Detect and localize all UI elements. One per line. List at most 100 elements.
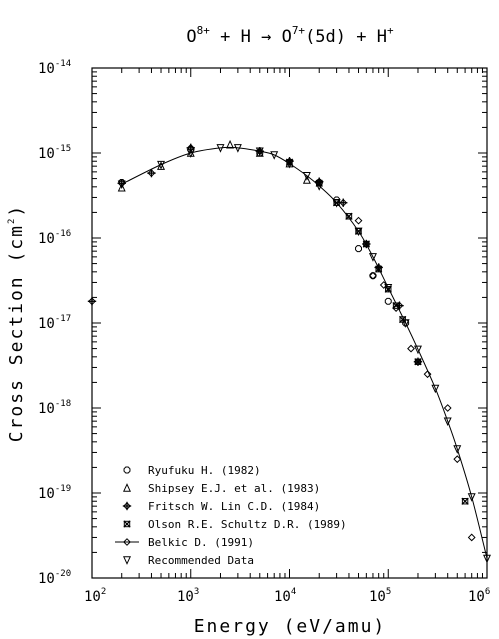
- legend-label-shipsey: Shipsey E.J. et al. (1983): [148, 482, 320, 495]
- triangle-down-data-point: [401, 319, 410, 328]
- legend-label-recommended: Recommended Data: [148, 554, 254, 567]
- y-axis-label: Cross Section (cm2): [6, 204, 27, 443]
- diamond-data-point: [392, 304, 400, 312]
- box-shape: [461, 498, 469, 505]
- x-line-b: [123, 520, 131, 528]
- y-tick-label-1e-20: 10-20: [38, 569, 71, 587]
- legend-item-recommended: Recommended Data: [115, 541, 254, 567]
- triangle-up-legend-marker: [123, 483, 131, 492]
- x-line-b: [375, 265, 383, 273]
- series-3-points: [285, 158, 469, 505]
- octagon-data-point: [369, 272, 377, 280]
- triangle-down-data-point: [157, 160, 166, 170]
- x-tick-label-1e3: 103: [177, 587, 199, 605]
- x-box-data-point: [362, 240, 370, 248]
- triangle-up-data-point: [117, 182, 126, 192]
- y-tick-label-1e-19: 10-19: [38, 484, 71, 502]
- x-line-b: [362, 240, 370, 248]
- legend-item-belkic: Belkic D. (1991): [123, 536, 254, 549]
- series-4-points: [354, 216, 476, 542]
- triangle-down-legend-marker: [123, 556, 131, 565]
- series-5-points: [117, 144, 491, 564]
- triangle-down-data-point: [443, 417, 452, 427]
- plus-diamond-data-point: [147, 168, 156, 178]
- plus-diamond-data-point: [117, 179, 126, 188]
- x-axis-label: Energy (eV/amu): [194, 616, 387, 637]
- legend-item-ryufuku: Ryufuku H. (1982): [123, 464, 261, 477]
- recommended-curve: [121, 146, 488, 559]
- triangle-down-data-point: [255, 147, 264, 157]
- diamond-data-point: [379, 281, 388, 289]
- legend-label-ryufuku: Ryufuku H. (1982): [148, 464, 261, 477]
- triangle-up-data-point: [226, 139, 235, 149]
- box-shape: [414, 358, 422, 365]
- legend-label-belkic: Belkic D. (1991): [148, 536, 254, 549]
- diamond-data-point: [423, 370, 432, 379]
- octagon-marker-icon: [123, 466, 131, 474]
- plus-diamond-marker-icon: [122, 501, 132, 511]
- data-markers: [87, 139, 491, 564]
- x-line-b: [345, 212, 353, 220]
- triangle-down-data-point: [384, 284, 393, 293]
- x-tick-label-1e6: 106: [468, 587, 490, 605]
- x-box-legend-marker: [123, 520, 131, 528]
- y-tick-label-1e-14: 10-14: [38, 59, 71, 77]
- diamond-legend-marker: [123, 538, 131, 546]
- x-line-b: [461, 497, 469, 505]
- plus-diamond-data-point: [87, 297, 97, 306]
- box-shape: [123, 520, 131, 528]
- x-tick-labels: 102 103 104 105 106: [84, 587, 490, 605]
- plus-diamond-data-point: [339, 198, 348, 207]
- triangle-down-data-point: [453, 445, 462, 454]
- triangle-down-data-point: [483, 554, 491, 564]
- diamond-marker-icon: [123, 538, 131, 546]
- triangle-down-data-point: [216, 144, 225, 153]
- box-shape: [392, 302, 400, 309]
- plus-diamond-legend-marker: [122, 501, 132, 511]
- triangle-down-data-point: [368, 253, 377, 262]
- triangle-down-data-point: [467, 493, 476, 502]
- triangle-down-data-point: [270, 151, 279, 160]
- legend-label-olson: Olson R.E. Schultz D.R. (1989): [148, 518, 347, 531]
- x-box-data-point: [375, 265, 383, 273]
- x-line-b: [332, 199, 341, 207]
- box-shape: [363, 240, 370, 248]
- octagon-data-point: [355, 245, 362, 253]
- box-shape: [375, 265, 382, 273]
- y-tick-labels: 10-20 10-19 10-18 10-17 10-16 10-15 10-1…: [38, 59, 71, 587]
- diamond-data-point: [354, 216, 363, 225]
- x-box-data-point: [461, 497, 469, 505]
- triangle-down-data-point: [117, 180, 126, 190]
- diamond-data-point: [443, 404, 452, 412]
- chart-title: O8+ + H → O7+(5d) + H+: [186, 24, 394, 47]
- triangle-up-marker-icon: [123, 483, 131, 492]
- triangle-down-data-point: [431, 384, 440, 394]
- x-line-b: [392, 302, 400, 310]
- triangle-down-data-point: [186, 149, 195, 158]
- legend: Ryufuku H. (1982) Shipsey E.J. et al. (1…: [115, 464, 347, 567]
- octagon-legend-marker: [123, 466, 131, 474]
- series-0-points: [118, 146, 410, 327]
- y-tick-label-1e-18: 10-18: [38, 399, 71, 417]
- triangle-up-data-point: [302, 175, 311, 184]
- y-tick-label-1e-16: 10-16: [38, 229, 71, 247]
- triangle-down-data-point: [354, 227, 363, 237]
- x-box-data-point: [392, 302, 400, 310]
- diamond-data-point: [453, 455, 462, 464]
- x-line-b: [354, 227, 363, 235]
- x-box-marker-icon: [123, 520, 131, 528]
- triangle-down-data-point: [315, 182, 324, 191]
- diamond-data-point: [467, 533, 476, 542]
- triangle-down-data-point: [233, 144, 242, 153]
- x-tick-label-1e2: 102: [84, 587, 106, 605]
- triangle-down-data-point: [302, 172, 311, 181]
- y-tick-label-1e-15: 10-15: [38, 144, 71, 162]
- legend-item-fritsch: Fritsch W. Lin C.D. (1984): [122, 500, 320, 513]
- legend-item-shipsey: Shipsey E.J. et al. (1983): [123, 482, 320, 495]
- diamond-data-point: [407, 344, 415, 353]
- box-shape: [345, 213, 353, 220]
- legend-label-fritsch: Fritsch W. Lin C.D. (1984): [148, 500, 320, 513]
- x-tick-label-1e4: 104: [274, 587, 296, 605]
- y-tick-label-1e-17: 10-17: [38, 314, 71, 332]
